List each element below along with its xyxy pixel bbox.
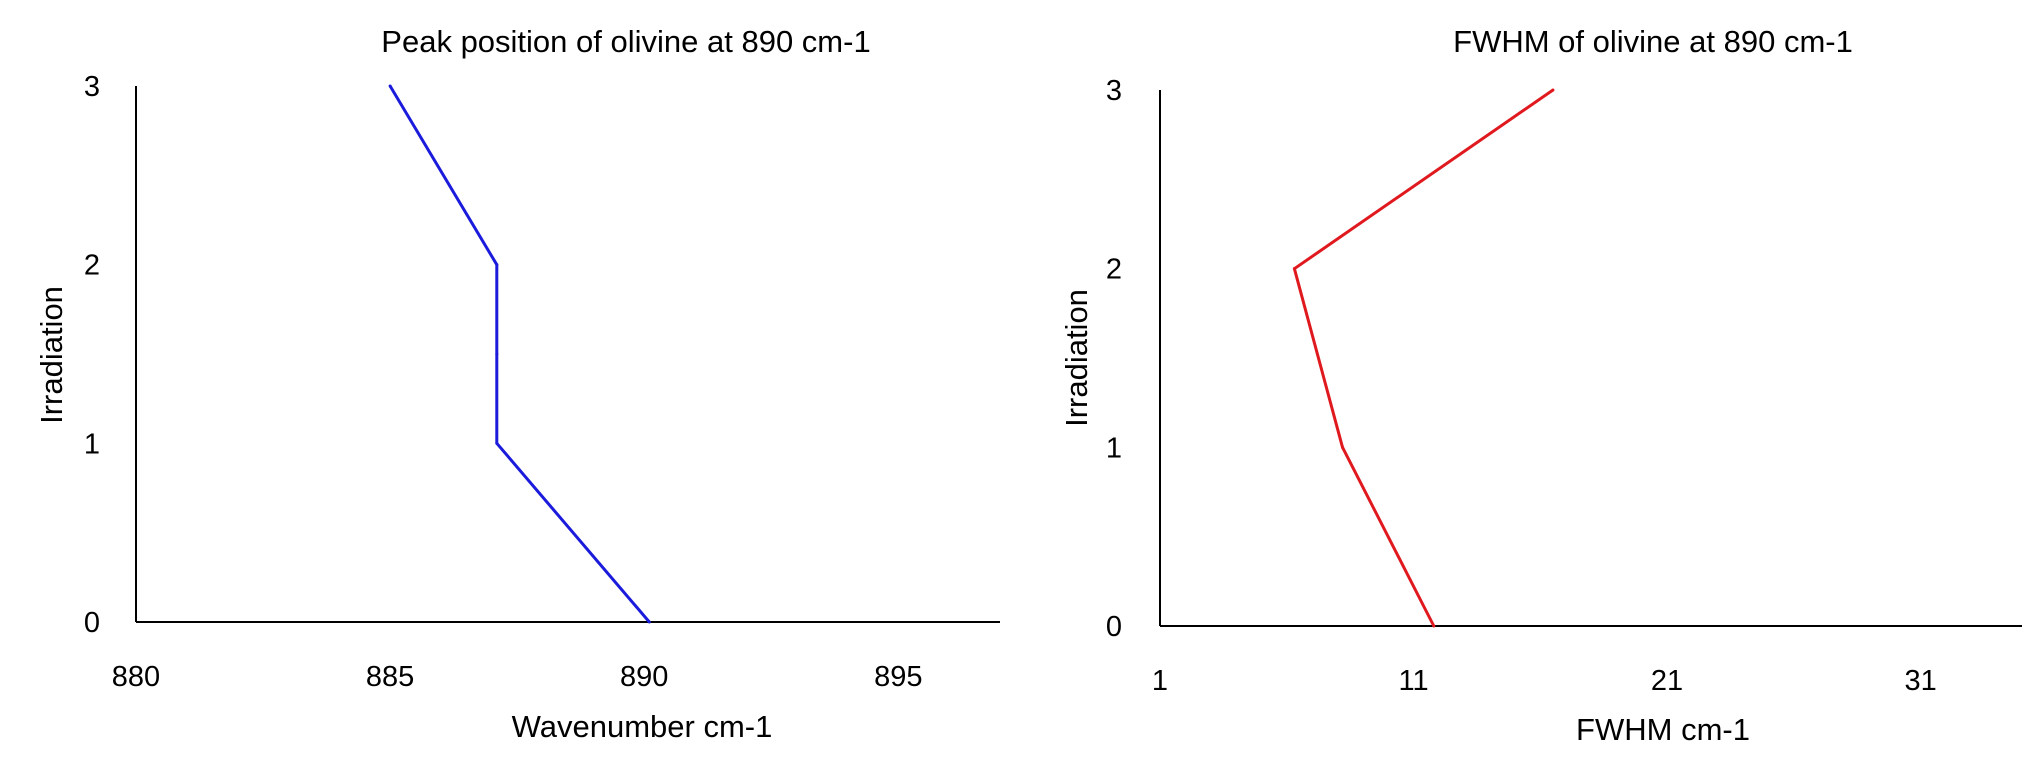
data-point xyxy=(647,620,651,624)
x-tick-label: 890 xyxy=(620,661,668,693)
y-tick-label: 0 xyxy=(84,607,100,639)
y-axis-title: Irradiation xyxy=(1059,289,1094,427)
y-tick-label: 0 xyxy=(1106,611,1122,643)
data-point xyxy=(1551,88,1555,92)
chart-title: FWHM of olivine at 890 cm-1 xyxy=(1453,24,1853,59)
x-tick-label: 11 xyxy=(1398,665,1428,697)
plot-area: 0 1 2 3 880 885 890 895 xyxy=(84,71,1000,693)
x-tick-label: 31 xyxy=(1904,665,1936,697)
y-tick-label: 3 xyxy=(84,71,100,103)
data-point xyxy=(1432,624,1436,628)
y-tick-label: 1 xyxy=(1106,432,1122,464)
x-tick-label: 880 xyxy=(112,661,160,693)
x-tick-label: 21 xyxy=(1651,665,1683,697)
data-point xyxy=(495,263,499,267)
series-line xyxy=(1292,88,1554,627)
data-point xyxy=(1292,267,1296,271)
x-tick-label: 1 xyxy=(1152,665,1168,697)
x-axis-title: Wavenumber cm-1 xyxy=(512,709,773,744)
data-point xyxy=(495,441,499,445)
y-tick-label: 2 xyxy=(1106,254,1122,286)
y-tick-label: 2 xyxy=(84,250,100,282)
data-point xyxy=(495,352,499,356)
series-line xyxy=(388,85,651,623)
x-axis-title: FWHM cm-1 xyxy=(1576,712,1750,747)
y-tick-label: 3 xyxy=(1106,75,1122,107)
x-tick-label: 895 xyxy=(874,661,922,693)
data-point xyxy=(388,84,392,88)
y-axis-title: Irradiation xyxy=(34,286,69,424)
chart-title: Peak position of olivine at 890 cm-1 xyxy=(381,24,870,59)
x-tick-label: 885 xyxy=(366,661,414,693)
chart-peak-position: Peak position of olivine at 890 cm-1 Wav… xyxy=(34,24,1000,744)
data-point xyxy=(1341,445,1345,449)
chart-fwhm: FWHM of olivine at 890 cm-1 FWHM cm-1 Ir… xyxy=(1059,24,2022,747)
y-tick-label: 1 xyxy=(84,428,100,460)
